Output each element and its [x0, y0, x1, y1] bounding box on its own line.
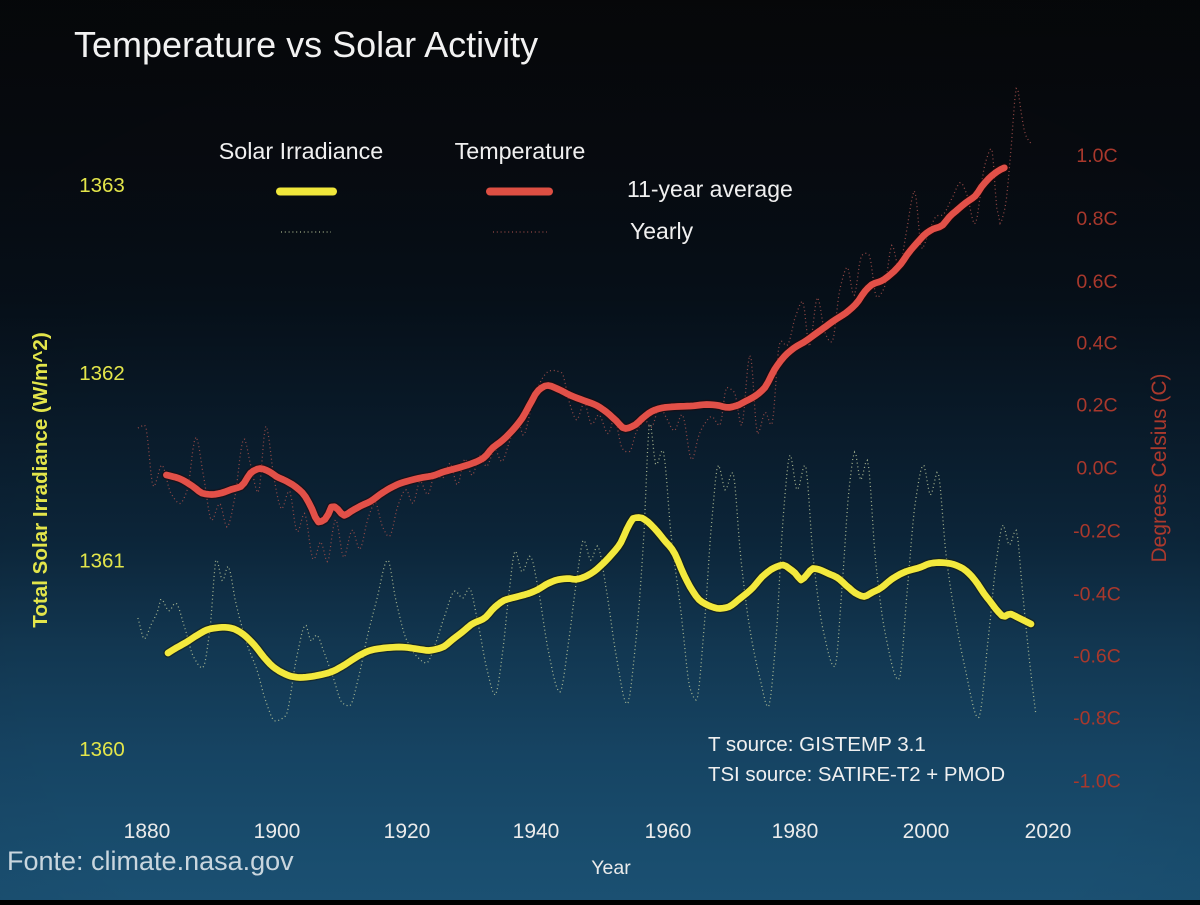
- svg-text:11-year average: 11-year average: [627, 176, 793, 202]
- svg-text:Yearly: Yearly: [630, 218, 694, 244]
- svg-text:-1.0C: -1.0C: [1073, 771, 1121, 793]
- svg-text:0.4C: 0.4C: [1076, 333, 1117, 355]
- svg-text:Degrees Celsius (C): Degrees Celsius (C): [1148, 373, 1171, 562]
- svg-text:Temperature vs Solar Activity: Temperature vs Solar Activity: [74, 24, 538, 65]
- svg-text:0.6C: 0.6C: [1076, 271, 1117, 293]
- svg-text:-0.4C: -0.4C: [1073, 584, 1121, 606]
- svg-text:0.0C: 0.0C: [1076, 458, 1117, 480]
- svg-text:TSI source: SATIRE-T2 + PMOD: TSI source: SATIRE-T2 + PMOD: [708, 764, 1005, 786]
- svg-text:0.2C: 0.2C: [1076, 395, 1117, 417]
- svg-text:0.8C: 0.8C: [1076, 208, 1117, 230]
- svg-text:1920: 1920: [384, 820, 431, 843]
- svg-text:2020: 2020: [1025, 820, 1072, 843]
- svg-text:1900: 1900: [254, 820, 301, 843]
- svg-text:1362: 1362: [79, 362, 125, 385]
- svg-text:-0.8C: -0.8C: [1073, 708, 1121, 730]
- svg-text:Fonte: climate.nasa.gov: Fonte: climate.nasa.gov: [7, 846, 294, 876]
- svg-text:-0.6C: -0.6C: [1073, 646, 1121, 668]
- svg-text:Solar Irradiance: Solar Irradiance: [219, 138, 383, 164]
- svg-text:1363: 1363: [79, 174, 125, 197]
- svg-text:1940: 1940: [513, 820, 560, 843]
- svg-text:Total Solar Irradiance (W/m^2): Total Solar Irradiance (W/m^2): [29, 332, 52, 627]
- svg-text:1980: 1980: [772, 820, 819, 843]
- svg-text:1880: 1880: [124, 820, 171, 843]
- svg-text:1.0C: 1.0C: [1076, 145, 1117, 167]
- svg-text:Year: Year: [591, 857, 631, 879]
- svg-text:1361: 1361: [79, 550, 125, 573]
- svg-text:T source: GISTEMP 3.1: T source: GISTEMP 3.1: [708, 733, 926, 756]
- svg-text:2000: 2000: [903, 820, 950, 843]
- svg-text:1360: 1360: [79, 738, 125, 761]
- svg-text:-0.2C: -0.2C: [1073, 521, 1121, 543]
- svg-text:Temperature: Temperature: [455, 138, 586, 164]
- svg-text:1960: 1960: [645, 820, 692, 843]
